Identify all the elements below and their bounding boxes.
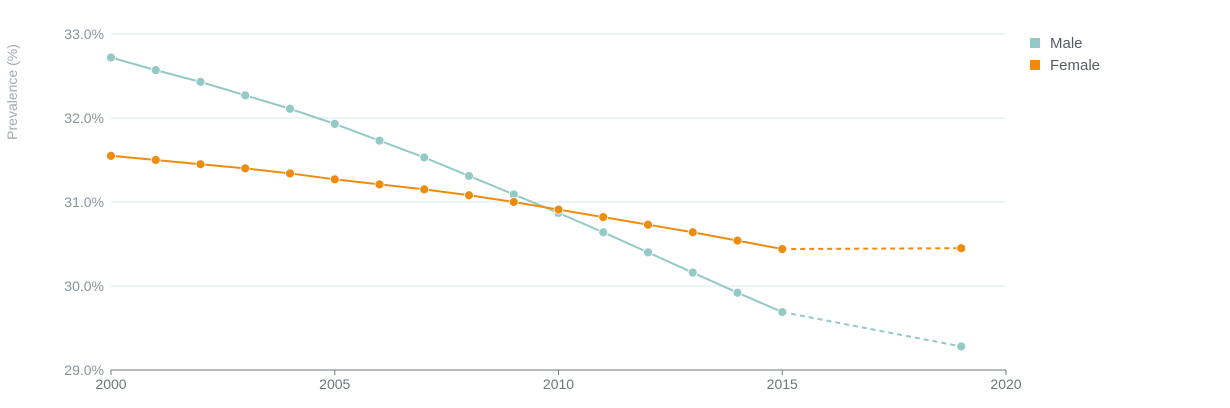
data-point-female[interactable] — [956, 243, 967, 254]
y-tick-label: 30.0% — [64, 278, 104, 294]
data-point-female[interactable] — [732, 235, 743, 246]
data-point-female[interactable] — [374, 179, 385, 190]
data-point-female[interactable] — [777, 244, 788, 254]
data-point-female[interactable] — [643, 219, 653, 230]
y-axis-title: Prevalence (%) — [4, 44, 20, 140]
data-point-male[interactable] — [240, 90, 251, 101]
data-point-male[interactable] — [329, 118, 340, 129]
data-point-male[interactable] — [106, 52, 116, 63]
x-tick-label: 2000 — [95, 376, 126, 392]
data-point-male[interactable] — [687, 267, 698, 278]
data-point-male[interactable] — [598, 227, 609, 238]
data-point-male[interactable] — [956, 341, 967, 352]
data-point-male[interactable] — [419, 152, 430, 163]
data-point-female[interactable] — [285, 168, 295, 179]
legend: Male Female — [1030, 35, 1100, 74]
data-point-female[interactable] — [598, 212, 609, 223]
y-tick-label: 31.0% — [64, 194, 104, 210]
data-point-male[interactable] — [195, 76, 206, 87]
data-point-female[interactable] — [329, 174, 340, 185]
x-tick-label: 2010 — [543, 376, 574, 392]
grid-lines — [111, 33, 1006, 287]
series-line-female — [110, 154, 784, 251]
series-female — [106, 150, 967, 254]
y-tick-label: 32.0% — [64, 110, 104, 126]
data-point-female[interactable] — [106, 150, 116, 161]
data-point-male[interactable] — [374, 135, 385, 146]
data-point-male[interactable] — [150, 65, 161, 76]
series-group — [106, 52, 967, 352]
data-point-female[interactable] — [150, 155, 161, 165]
legend-swatch — [1030, 60, 1040, 70]
series-projection-male — [782, 311, 962, 348]
legend-item-male[interactable]: Male — [1030, 35, 1083, 52]
data-point-male[interactable] — [777, 307, 788, 317]
data-point-male[interactable] — [643, 247, 653, 258]
legend-swatch — [1030, 38, 1040, 48]
legend-label: Female — [1050, 57, 1100, 74]
x-tick-label: 2005 — [319, 376, 350, 392]
data-point-female[interactable] — [195, 159, 206, 170]
series-line-male — [110, 56, 784, 314]
data-point-male[interactable] — [732, 287, 743, 298]
data-point-male[interactable] — [464, 171, 474, 181]
legend-label: Male — [1050, 35, 1083, 52]
data-point-male[interactable] — [285, 103, 295, 114]
x-tick-label: 2020 — [990, 376, 1021, 392]
data-point-female[interactable] — [419, 184, 430, 195]
data-point-female[interactable] — [240, 163, 251, 174]
series-projection-female — [782, 247, 962, 251]
series-male — [106, 52, 967, 352]
data-point-female[interactable] — [687, 227, 698, 238]
data-point-female[interactable] — [464, 190, 474, 201]
y-tick-label: 33.0% — [64, 26, 104, 42]
y-tick-label: 29.0% — [64, 362, 104, 378]
data-point-female[interactable] — [553, 204, 564, 215]
x-tick-label: 2015 — [767, 376, 798, 392]
axes: 29.0% 30.0% 31.0% 32.0% 33.0% 2000 2005 2010 201… — [64, 26, 1021, 392]
data-point-female[interactable] — [508, 197, 519, 207]
legend-item-female[interactable]: Female — [1030, 57, 1100, 74]
